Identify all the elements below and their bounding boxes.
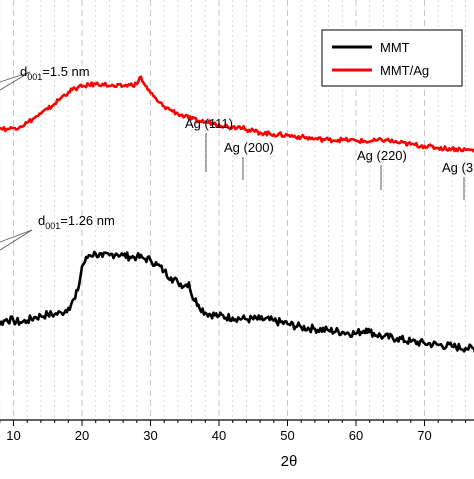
annotation-pointer [0,71,31,91]
d001-upper-label: d001=1.5 nm [20,64,90,82]
x-tick-label: 20 [75,428,89,443]
series-lines [0,75,474,354]
d001-lower-label: d001=1.26 nm [38,213,115,231]
annotation-pointer [0,229,33,251]
ag-200-label: Ag (200) [224,140,274,155]
x-tick-label: 10 [6,428,20,443]
x-axis-ticks: 10 20 30 40 50 60 70 [0,420,467,443]
annotation-pointer [0,229,33,243]
x-tick-label: 50 [280,428,294,443]
ag-111-label: Ag (111) [185,116,233,131]
ag-220-label: Ag (220) [357,148,407,163]
ag-311-label: Ag (3 [442,160,473,175]
legend: MMT MMT/Ag [321,29,463,87]
x-tick-label: 70 [417,428,431,443]
ag-peak-labels: Ag (111) Ag (200) Ag (220) Ag (3 [185,116,473,200]
d001-annotation-upper: d001=1.5 nm [0,64,90,91]
d001-annotation-lower: d001=1.26 nm [0,213,115,251]
series-line-mmt [0,250,474,354]
x-axis-label: 2θ [281,453,298,470]
x-tick-label: 40 [212,428,226,443]
legend-label-mmt: MMT [380,40,410,55]
legend-box [321,29,463,87]
series-line-mmt-ag [0,75,474,153]
x-tick-label: 30 [143,428,157,443]
annotation-pointer [0,71,31,83]
legend-label-mmt-ag: MMT/Ag [380,63,429,78]
x-tick-label: 60 [349,428,363,443]
grid-lines [0,0,467,420]
